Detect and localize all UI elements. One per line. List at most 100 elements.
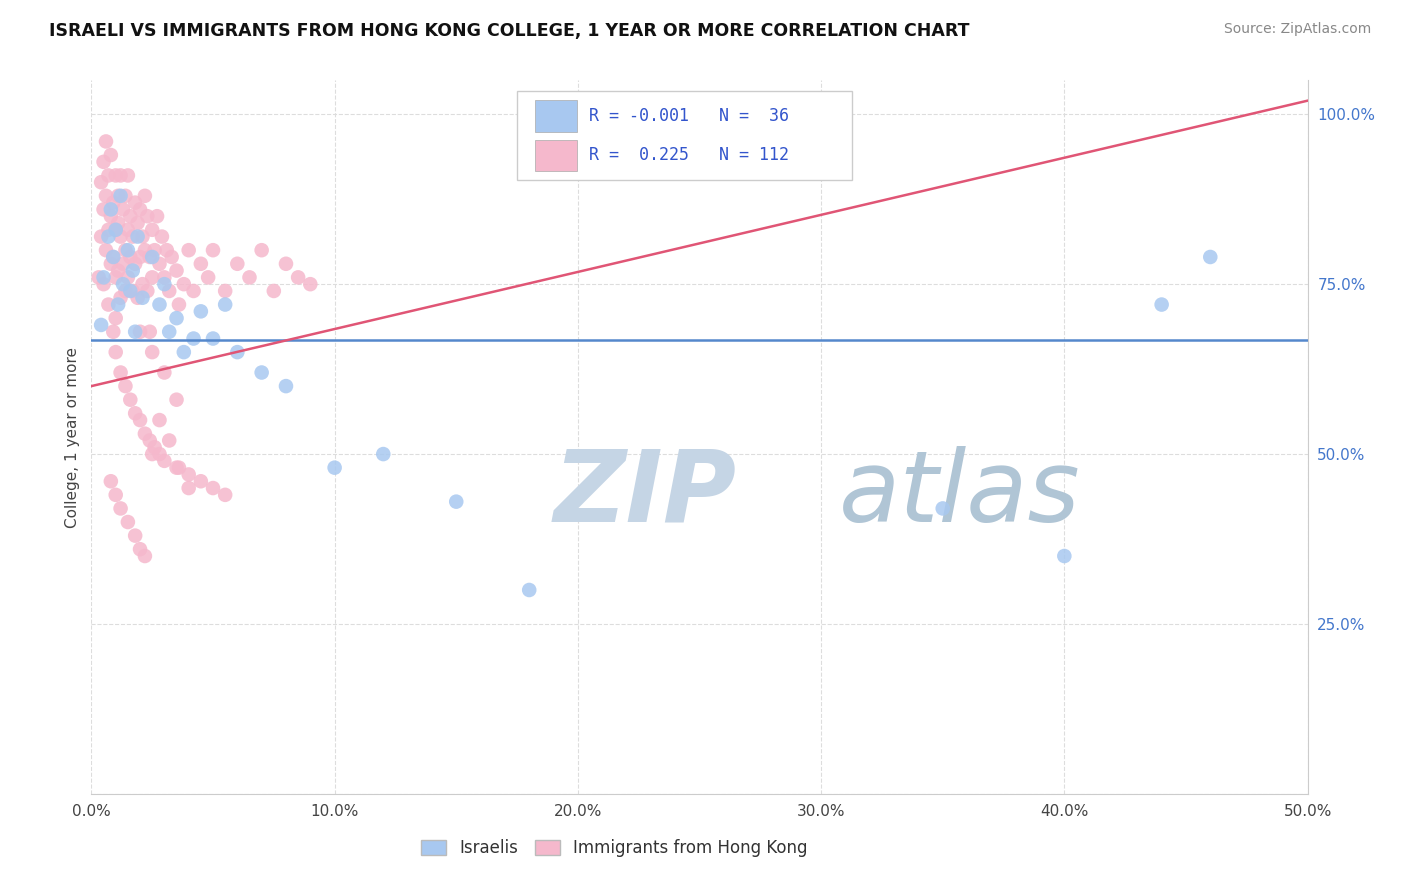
Point	[87, 270, 110, 285]
Point	[114, 189, 136, 203]
Point	[100, 202, 122, 217]
Point	[156, 243, 179, 257]
Point	[111, 202, 134, 217]
Point	[127, 229, 149, 244]
Point	[183, 332, 205, 346]
Point	[214, 488, 236, 502]
Text: atlas: atlas	[839, 446, 1081, 542]
Point	[97, 297, 120, 311]
Point	[103, 195, 125, 210]
Point	[110, 366, 132, 380]
Point	[100, 209, 122, 223]
Point	[134, 426, 156, 441]
Point	[226, 257, 249, 271]
Point	[103, 250, 125, 264]
Point	[129, 202, 152, 217]
Point	[177, 467, 200, 482]
Point	[287, 270, 309, 285]
Text: ZIP: ZIP	[554, 446, 737, 542]
Point	[129, 413, 152, 427]
Point	[120, 250, 142, 264]
Point	[90, 175, 112, 189]
Point	[134, 549, 156, 563]
Point	[111, 257, 134, 271]
Point	[167, 460, 190, 475]
Point	[104, 488, 127, 502]
Point	[134, 243, 156, 257]
Point	[117, 270, 139, 285]
Point	[104, 270, 127, 285]
Point	[120, 392, 142, 407]
Point	[139, 250, 162, 264]
Point	[150, 229, 173, 244]
Point	[104, 311, 127, 326]
Point	[1150, 297, 1173, 311]
Point	[127, 216, 149, 230]
Point	[110, 229, 132, 244]
Point	[90, 229, 112, 244]
Point	[93, 270, 115, 285]
FancyBboxPatch shape	[517, 91, 852, 180]
Point	[148, 257, 170, 271]
Point	[141, 447, 163, 461]
Point	[100, 257, 122, 271]
Point	[250, 243, 273, 257]
Point	[131, 291, 153, 305]
Point	[143, 243, 166, 257]
Point	[141, 345, 163, 359]
Point	[148, 447, 170, 461]
Point	[104, 223, 127, 237]
Point	[1053, 549, 1076, 563]
Point	[93, 277, 115, 292]
Point	[238, 270, 260, 285]
Point	[124, 195, 146, 210]
Point	[444, 494, 467, 508]
Point	[166, 460, 188, 475]
Point	[177, 481, 200, 495]
Point	[117, 169, 139, 183]
Text: Source: ZipAtlas.com: Source: ZipAtlas.com	[1223, 22, 1371, 37]
Point	[299, 277, 322, 292]
Point	[100, 148, 122, 162]
Point	[153, 366, 176, 380]
Point	[136, 209, 159, 223]
Point	[124, 528, 146, 542]
Point	[323, 460, 346, 475]
Point	[110, 169, 132, 183]
Point	[202, 243, 225, 257]
Point	[124, 257, 146, 271]
Point	[117, 223, 139, 237]
Point	[107, 263, 129, 277]
Point	[90, 318, 112, 332]
Point	[274, 379, 297, 393]
Point	[517, 582, 540, 597]
Point	[167, 297, 190, 311]
Point	[157, 284, 180, 298]
Point	[148, 297, 170, 311]
Point	[157, 325, 180, 339]
Point	[141, 270, 163, 285]
Point	[111, 277, 134, 292]
Point	[931, 501, 953, 516]
Point	[117, 243, 139, 257]
Point	[117, 515, 139, 529]
Point	[1199, 250, 1222, 264]
Point	[104, 345, 127, 359]
Point	[250, 366, 273, 380]
Text: ISRAELI VS IMMIGRANTS FROM HONG KONG COLLEGE, 1 YEAR OR MORE CORRELATION CHART: ISRAELI VS IMMIGRANTS FROM HONG KONG COL…	[49, 22, 970, 40]
Point	[131, 229, 153, 244]
Point	[129, 325, 152, 339]
Point	[190, 475, 212, 489]
Point	[103, 325, 125, 339]
Point	[114, 243, 136, 257]
Point	[107, 297, 129, 311]
Point	[93, 154, 115, 169]
Point	[166, 263, 188, 277]
Point	[114, 379, 136, 393]
Point	[94, 135, 117, 149]
Point	[183, 284, 205, 298]
Point	[129, 542, 152, 557]
Point	[226, 345, 249, 359]
Point	[100, 475, 122, 489]
Point	[110, 501, 132, 516]
